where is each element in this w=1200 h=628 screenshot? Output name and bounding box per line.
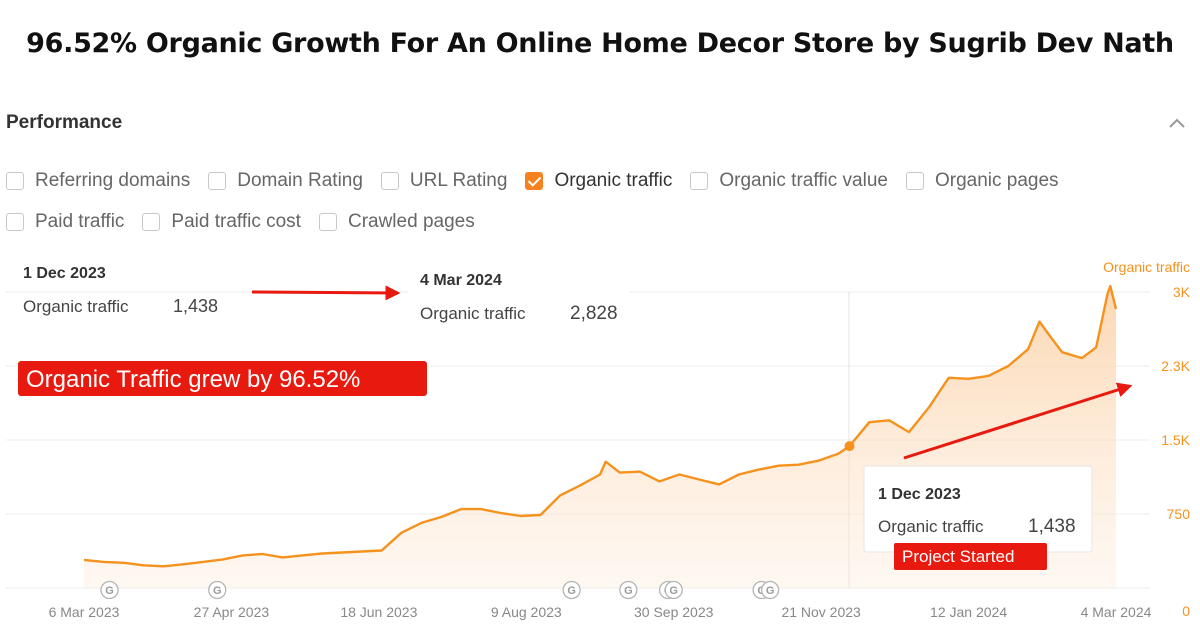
checkbox-label: Organic pages xyxy=(934,170,1059,191)
checkbox-paid-traffic-cost[interactable]: Paid traffic cost xyxy=(142,211,301,233)
google-update-icon[interactable]: G xyxy=(760,580,780,600)
x-tick-label: 18 Jun 2023 xyxy=(340,604,417,620)
checkbox-organic-traffic-value[interactable]: Organic traffic value xyxy=(690,170,888,192)
checkbox-label: Referring domains xyxy=(35,170,191,191)
svg-text:G: G xyxy=(766,585,775,597)
y-tick-label: 1.5K xyxy=(1161,432,1190,448)
hover-tooltip-value: 1,438 xyxy=(1028,516,1076,537)
checkbox-box-checked[interactable] xyxy=(525,172,544,190)
google-update-icon[interactable]: G xyxy=(664,580,683,600)
y-axis-ticks: 0 750 1.5K 2.3K 3K xyxy=(1161,284,1190,619)
x-tick-label: 4 Mar 2024 xyxy=(1081,604,1152,620)
checkbox-organic-pages[interactable]: Organic pages xyxy=(905,170,1059,192)
start-tooltip-date: 1 Dec 2023 xyxy=(23,265,106,282)
y-axis-label: Organic traffic xyxy=(1103,259,1190,275)
checkbox-box[interactable] xyxy=(208,172,227,190)
headline: 96.52% Organic Growth For An Online Home… xyxy=(26,28,1174,59)
end-tooltip-metric: Organic traffic xyxy=(420,304,526,323)
project-start-marker[interactable] xyxy=(844,441,855,452)
annotation-arrow-diagonal xyxy=(903,382,1133,460)
y-tick-label: 750 xyxy=(1167,506,1191,522)
x-tick-label: 6 Mar 2023 xyxy=(49,604,120,620)
start-tooltip-metric: Organic traffic xyxy=(23,297,129,316)
checkbox-box[interactable] xyxy=(6,172,24,190)
checkbox-organic-traffic[interactable]: Organic traffic xyxy=(525,170,672,192)
checkbox-url-rating[interactable]: URL Rating xyxy=(380,170,508,192)
growth-banner-text: Organic Traffic grew by 96.52% xyxy=(26,366,360,393)
end-tooltip-date: 4 Mar 2024 xyxy=(420,272,502,289)
checkbox-domain-rating[interactable]: Domain Rating xyxy=(208,170,363,192)
x-tick-label: 27 Apr 2023 xyxy=(194,604,270,620)
x-tick-label: 9 Aug 2023 xyxy=(491,604,562,620)
hover-tooltip-date: 1 Dec 2023 xyxy=(878,486,961,503)
start-tooltip-value: 1,438 xyxy=(173,296,218,316)
checkbox-label: Paid traffic xyxy=(35,211,125,232)
svg-text:G: G xyxy=(213,585,222,597)
metric-checkboxes-row-1: Referring domains Domain Rating URL Rati… xyxy=(6,170,1077,192)
chevron-up-icon[interactable] xyxy=(1166,112,1188,134)
x-tick-label: 12 Jan 2024 xyxy=(930,604,1007,620)
checkbox-label: Crawled pages xyxy=(347,211,475,232)
checkbox-box[interactable] xyxy=(690,172,709,190)
checkbox-label: URL Rating xyxy=(409,170,508,191)
y-tick-label: 2.3K xyxy=(1161,358,1190,374)
end-tooltip-box xyxy=(408,260,630,332)
checkbox-referring-domains[interactable]: Referring domains xyxy=(6,170,190,192)
checkbox-label: Organic traffic value xyxy=(719,170,888,191)
google-update-icon[interactable]: G xyxy=(619,580,638,600)
project-started-badge xyxy=(894,543,1047,570)
svg-text:G: G xyxy=(105,585,114,597)
svg-text:G: G xyxy=(669,585,678,597)
checkbox-box[interactable] xyxy=(318,213,337,231)
y-tick-label: 3K xyxy=(1173,284,1191,300)
checkbox-box[interactable] xyxy=(905,172,924,190)
google-update-markers: GGGGGGGG xyxy=(100,580,780,600)
svg-text:G: G xyxy=(567,585,576,597)
google-update-icon[interactable]: G xyxy=(208,580,227,600)
google-update-icon[interactable]: G xyxy=(100,580,119,600)
svg-text:G: G xyxy=(624,585,633,597)
project-started-text: Project Started xyxy=(902,547,1014,566)
annotation-arrow-right xyxy=(251,285,401,301)
hover-tooltip-box xyxy=(863,465,1093,553)
checkbox-box[interactable] xyxy=(142,213,161,231)
checkbox-label: Paid traffic cost xyxy=(171,211,301,232)
x-tick-label: 21 Nov 2023 xyxy=(781,604,861,620)
checkbox-label: Domain Rating xyxy=(237,170,363,191)
end-tooltip-value: 2,828 xyxy=(570,303,618,324)
checkbox-crawled-pages[interactable]: Crawled pages xyxy=(318,211,475,233)
google-update-icon[interactable]: G xyxy=(562,580,581,600)
checkbox-label: Organic traffic xyxy=(554,170,673,191)
checkbox-box[interactable] xyxy=(6,213,24,231)
metric-checkboxes-row-2: Paid traffic Paid traffic cost Crawled p… xyxy=(6,211,493,233)
y-tick-label: 0 xyxy=(1182,603,1190,619)
x-axis-ticks: 6 Mar 2023 27 Apr 2023 18 Jun 2023 9 Aug 20… xyxy=(49,604,1152,620)
organic-traffic-line xyxy=(83,284,1118,568)
organic-traffic-area xyxy=(84,286,1116,588)
growth-banner-box xyxy=(18,361,427,396)
checkbox-paid-traffic[interactable]: Paid traffic xyxy=(6,211,124,233)
panel-title: Performance xyxy=(6,112,123,133)
x-tick-label: 30 Sep 2023 xyxy=(634,604,714,620)
checkbox-box[interactable] xyxy=(380,172,399,190)
hover-tooltip-metric: Organic traffic xyxy=(878,517,984,536)
